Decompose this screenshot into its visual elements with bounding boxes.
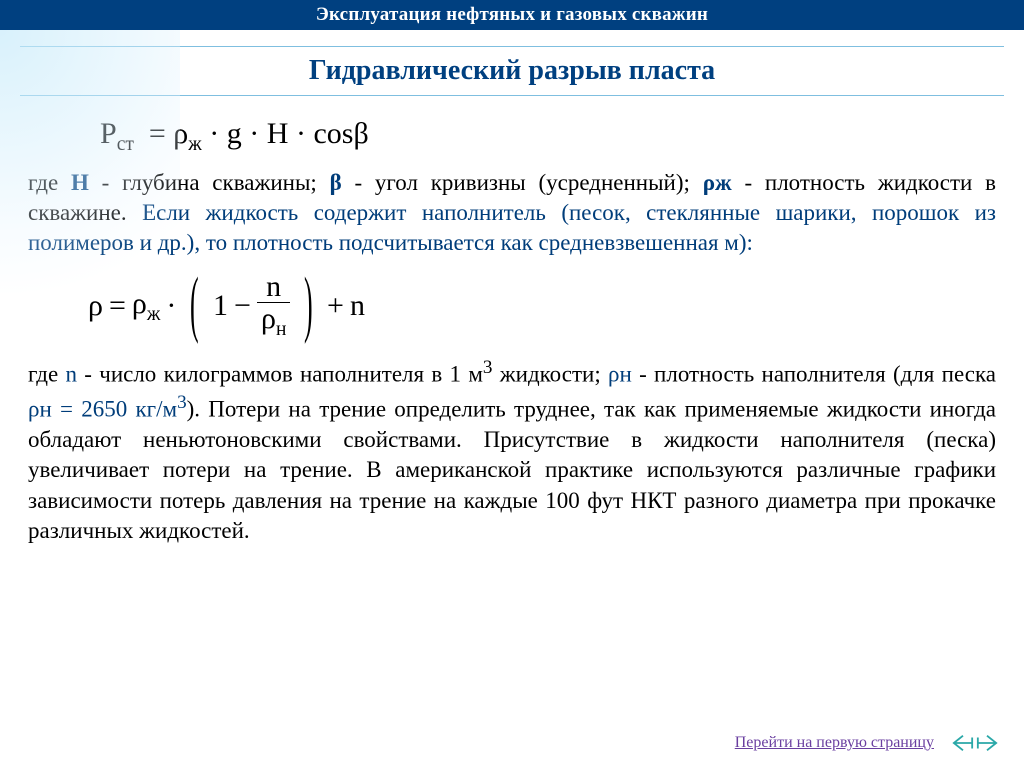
sub-zh: ж — [188, 134, 201, 155]
plus: + — [327, 286, 344, 326]
eq: = — [149, 117, 166, 150]
rho-n-val: ρн = 2650 кг/м — [28, 396, 177, 421]
t: где — [28, 170, 71, 195]
content-area: Pст = ρж · g · H · cosβ где H - глубина … — [0, 102, 1024, 546]
den-rho: ρ — [261, 302, 276, 335]
header-title: Эксплуатация нефтяных и газовых скважин — [316, 4, 708, 25]
page-title: Гидравлический разрыв пласта — [20, 55, 1004, 87]
t: где — [28, 361, 66, 386]
var-g: g — [227, 117, 242, 150]
minus: − — [234, 286, 251, 326]
header-bar: Эксплуатация нефтяных и газовых скважин — [0, 0, 1024, 30]
paragraph-2: где n - число килограммов наполнителя в … — [28, 355, 996, 546]
formula-density: ρ = ρж · ( 1 − n ρн ) + n — [28, 259, 996, 355]
prev-slide-icon[interactable] — [952, 733, 974, 753]
sym-rho-zh: ρж — [703, 170, 732, 195]
var-rho2: ρ — [132, 287, 147, 320]
blue-clause: Если жидкость содержит наполнитель (песо… — [28, 200, 996, 255]
fraction: n ρн — [257, 271, 290, 341]
t: жидкости; — [492, 361, 608, 386]
sym-beta: β — [330, 170, 342, 195]
eq: = — [109, 286, 126, 326]
dot: · — [166, 286, 176, 326]
numer-n: n — [262, 271, 285, 303]
den-sub: н — [276, 319, 286, 340]
t: - угол кривизны (усредненный); — [342, 170, 703, 195]
nav-icons — [952, 733, 998, 753]
paren-right-icon: ) — [304, 271, 313, 338]
footer: Перейти на первую страницу — [735, 733, 998, 753]
sym-n: n — [66, 361, 78, 386]
dot: · — [249, 117, 259, 150]
var-n: n — [350, 286, 365, 326]
one: 1 — [213, 286, 228, 326]
sub-st: ст — [117, 134, 134, 155]
dot: · — [296, 117, 306, 150]
t: - число килограммов наполнителя в 1 м — [77, 361, 483, 386]
cos: cos — [313, 117, 353, 150]
paren-left-icon: ( — [190, 271, 199, 338]
dot: · — [209, 117, 219, 150]
t: - плотность наполнителя (для песка — [632, 361, 996, 386]
var-rho: ρ — [173, 117, 188, 150]
var-beta: β — [353, 117, 368, 150]
title-block: Гидравлический разрыв пласта — [20, 46, 1004, 96]
var-P: P — [100, 117, 117, 150]
first-page-link[interactable]: Перейти на первую страницу — [735, 734, 934, 752]
next-slide-icon[interactable] — [976, 733, 998, 753]
sym-H: H — [71, 170, 89, 195]
var-rho: ρ — [88, 286, 103, 326]
sub-zh: ж — [147, 304, 160, 325]
var-H: H — [267, 117, 289, 150]
formula-static-pressure: Pст = ρж · g · H · cosβ — [28, 108, 996, 168]
sup3: 3 — [177, 392, 187, 413]
t: - глубина скважины; — [89, 170, 330, 195]
sym-rho-n: ρн — [608, 361, 632, 386]
paragraph-1: где H - глубина скважины; β - угол криви… — [28, 168, 996, 259]
